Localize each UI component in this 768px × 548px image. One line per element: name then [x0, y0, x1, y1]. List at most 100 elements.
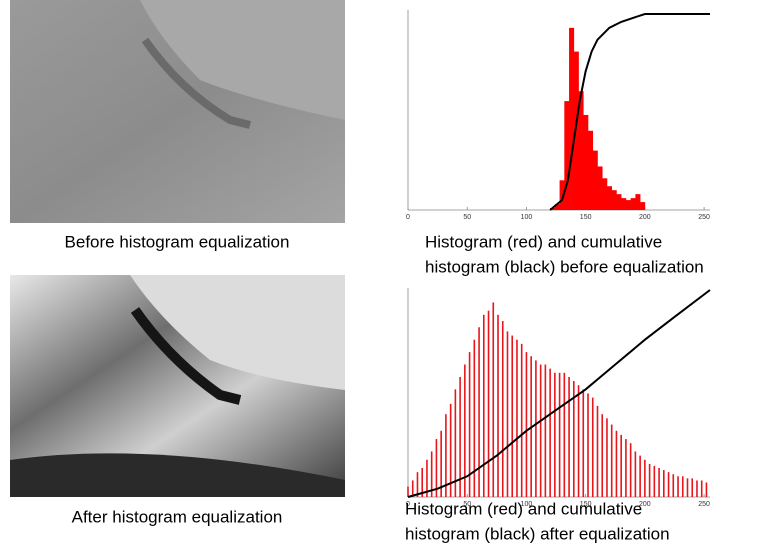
spike [421, 468, 424, 497]
histogram-bar [625, 200, 631, 210]
x-tick-label: 50 [463, 501, 471, 508]
spike [596, 405, 599, 497]
spike [672, 474, 675, 497]
spike [482, 314, 485, 497]
spike [411, 480, 414, 497]
histogram-bar [630, 198, 636, 210]
spike [610, 424, 613, 497]
histogram-bar [597, 166, 603, 210]
histogram-bar [611, 190, 617, 210]
spike [440, 430, 442, 497]
spike [407, 486, 409, 497]
histogram-bar [621, 198, 627, 210]
histogram-bar [569, 27, 575, 211]
spike [705, 482, 708, 497]
spike [497, 314, 499, 497]
x-tick-label: 100 [521, 214, 533, 221]
x-tick-label: 250 [698, 501, 710, 508]
spike [658, 468, 660, 497]
histogram-bar [640, 202, 646, 210]
spike [568, 376, 570, 497]
spike [696, 480, 698, 497]
spike [459, 376, 461, 497]
cumulative-line [549, 13, 710, 211]
x-tick-label: 50 [463, 214, 471, 221]
spike [539, 364, 542, 497]
image-caption: After histogram equalization [72, 507, 283, 526]
spike [464, 364, 466, 497]
spike [516, 339, 518, 497]
histogram-bar [588, 130, 594, 210]
spike [591, 397, 594, 497]
spike [639, 455, 641, 497]
photo-before [10, 0, 345, 223]
spike [525, 352, 528, 497]
spike [667, 472, 670, 497]
spike [629, 443, 632, 497]
x-tick-label: 0 [406, 501, 410, 508]
spike [625, 439, 627, 497]
spike [644, 459, 646, 497]
x-tick-label: 100 [521, 501, 533, 508]
x-tick-label: 150 [580, 214, 592, 221]
spike [648, 463, 651, 497]
spike [663, 470, 665, 497]
spike [520, 343, 523, 497]
histogram-bar [583, 114, 589, 210]
spike [445, 414, 447, 497]
chart-caption: Histogram (red) and cumulative [405, 499, 642, 518]
spike [563, 372, 566, 497]
spike [691, 478, 694, 497]
spike [549, 368, 551, 497]
histogram-bar [554, 204, 560, 210]
spike [577, 385, 580, 497]
spike [511, 335, 514, 497]
photo-after [10, 275, 345, 497]
histogram-bar [564, 101, 570, 210]
spike [558, 372, 561, 497]
x-tick-label: 200 [639, 501, 651, 508]
spike [554, 372, 556, 497]
spike [426, 459, 428, 497]
histogram-bar [602, 178, 608, 210]
spike [449, 403, 452, 497]
spike [681, 476, 684, 497]
spike [653, 465, 656, 497]
spike [468, 352, 471, 497]
x-tick-label: 0 [406, 214, 410, 221]
cumulative-line [407, 289, 711, 498]
spike [416, 472, 419, 497]
chart-caption: Histogram (red) and cumulative [425, 232, 662, 251]
chart-caption: histogram (black) before equalization [425, 257, 704, 276]
spike [582, 389, 585, 497]
spike [506, 331, 509, 497]
spike [478, 327, 480, 497]
x-tick-label: 250 [698, 214, 710, 221]
spike [535, 360, 537, 497]
spike [501, 321, 504, 497]
histogram-bar [616, 194, 622, 210]
x-tick-label: 150 [580, 501, 592, 508]
x-tick-label: 200 [639, 214, 651, 221]
spike [615, 430, 618, 497]
spike [454, 389, 457, 497]
spike [620, 434, 622, 497]
spike [686, 478, 689, 497]
image-caption: Before histogram equalization [65, 232, 290, 251]
histogram-bar [592, 150, 598, 210]
histogram-bar [578, 91, 584, 210]
spike [473, 339, 476, 497]
spike [430, 451, 433, 497]
spike [492, 302, 495, 497]
histogram-bar [635, 194, 641, 210]
histogram-bar [573, 51, 579, 210]
histogram-bar [559, 180, 565, 210]
spike [700, 480, 703, 497]
histogram-bar [606, 186, 613, 210]
spike [544, 364, 547, 497]
spike [601, 414, 604, 497]
spike [573, 381, 575, 497]
spike [606, 418, 608, 497]
chart-caption: histogram (black) after equalization [405, 524, 670, 543]
